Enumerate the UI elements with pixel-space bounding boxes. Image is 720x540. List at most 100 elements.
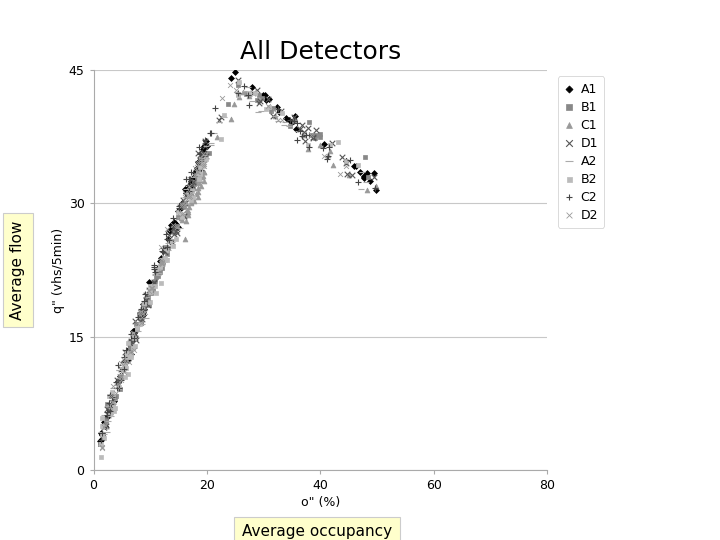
B2 bbox=[121, 349, 132, 357]
B1 bbox=[175, 214, 186, 222]
A1 bbox=[116, 366, 127, 374]
D1 bbox=[166, 238, 177, 246]
D2 bbox=[171, 223, 183, 232]
B1 bbox=[125, 337, 137, 346]
A2 bbox=[158, 255, 169, 264]
A2 bbox=[114, 370, 126, 379]
C2 bbox=[183, 174, 194, 183]
D1 bbox=[267, 111, 279, 120]
D2 bbox=[192, 168, 204, 177]
A2 bbox=[113, 374, 125, 383]
C1 bbox=[186, 192, 198, 201]
D1 bbox=[195, 164, 207, 172]
D2 bbox=[106, 398, 117, 407]
D1 bbox=[275, 107, 287, 116]
B1 bbox=[240, 89, 252, 98]
D1 bbox=[168, 224, 179, 232]
C1 bbox=[192, 192, 204, 201]
B2 bbox=[215, 134, 227, 143]
D1 bbox=[99, 423, 110, 432]
B1 bbox=[150, 268, 162, 277]
B2 bbox=[333, 138, 344, 146]
D2 bbox=[156, 259, 168, 267]
D2 bbox=[140, 307, 151, 316]
A1 bbox=[197, 147, 209, 156]
B2 bbox=[249, 88, 261, 97]
D2 bbox=[181, 194, 192, 202]
A1 bbox=[152, 264, 163, 272]
A1 bbox=[354, 168, 365, 177]
D1 bbox=[299, 127, 310, 136]
D2 bbox=[145, 284, 157, 292]
B1 bbox=[222, 99, 234, 108]
C2 bbox=[288, 117, 300, 125]
B2 bbox=[159, 253, 171, 262]
B2 bbox=[128, 334, 140, 342]
B2 bbox=[136, 305, 148, 314]
D2 bbox=[180, 197, 192, 205]
D1 bbox=[254, 97, 266, 106]
D1 bbox=[125, 337, 137, 346]
D1 bbox=[129, 333, 140, 342]
B2 bbox=[194, 170, 205, 179]
C2 bbox=[272, 104, 284, 113]
B1 bbox=[178, 201, 189, 210]
A1 bbox=[118, 357, 130, 366]
A1 bbox=[191, 170, 202, 179]
A1 bbox=[200, 137, 212, 145]
A1 bbox=[94, 436, 106, 445]
B1 bbox=[315, 130, 326, 138]
B1 bbox=[131, 325, 143, 334]
B1 bbox=[284, 122, 296, 130]
C2 bbox=[163, 235, 175, 244]
B2 bbox=[176, 213, 187, 221]
B2 bbox=[107, 399, 119, 408]
B1 bbox=[94, 439, 106, 448]
D1 bbox=[130, 316, 141, 325]
A2 bbox=[219, 112, 230, 121]
D2 bbox=[168, 221, 179, 230]
D2 bbox=[178, 209, 189, 218]
A1 bbox=[274, 107, 285, 116]
A2 bbox=[246, 97, 258, 105]
C2 bbox=[294, 127, 305, 136]
A2 bbox=[174, 224, 186, 232]
B2 bbox=[95, 439, 107, 448]
D1 bbox=[369, 172, 380, 181]
D1 bbox=[296, 120, 307, 129]
A1 bbox=[196, 147, 207, 156]
C2 bbox=[161, 234, 173, 243]
B2 bbox=[96, 414, 108, 422]
D2 bbox=[107, 398, 119, 407]
A2 bbox=[99, 423, 111, 432]
C2 bbox=[135, 305, 147, 313]
B2 bbox=[150, 281, 161, 290]
B1 bbox=[145, 288, 157, 297]
A2 bbox=[95, 428, 107, 436]
C2 bbox=[125, 329, 137, 338]
A2 bbox=[105, 411, 117, 420]
D2 bbox=[135, 319, 146, 327]
B1 bbox=[135, 315, 147, 324]
C1 bbox=[194, 173, 206, 181]
C2 bbox=[205, 129, 217, 137]
C1 bbox=[194, 176, 205, 184]
A2 bbox=[140, 314, 151, 323]
A2 bbox=[162, 246, 174, 255]
B2 bbox=[156, 278, 167, 287]
D2 bbox=[114, 359, 126, 368]
A2 bbox=[214, 118, 225, 126]
A2 bbox=[199, 151, 210, 159]
A2 bbox=[186, 172, 197, 181]
D1 bbox=[107, 402, 119, 410]
B1 bbox=[189, 177, 201, 186]
C1 bbox=[181, 208, 192, 217]
A2 bbox=[175, 213, 186, 221]
B1 bbox=[310, 131, 322, 140]
D1 bbox=[340, 159, 351, 167]
C1 bbox=[195, 181, 207, 190]
C1 bbox=[233, 92, 245, 101]
B2 bbox=[186, 187, 197, 195]
A1 bbox=[99, 421, 110, 429]
A1 bbox=[166, 220, 177, 229]
